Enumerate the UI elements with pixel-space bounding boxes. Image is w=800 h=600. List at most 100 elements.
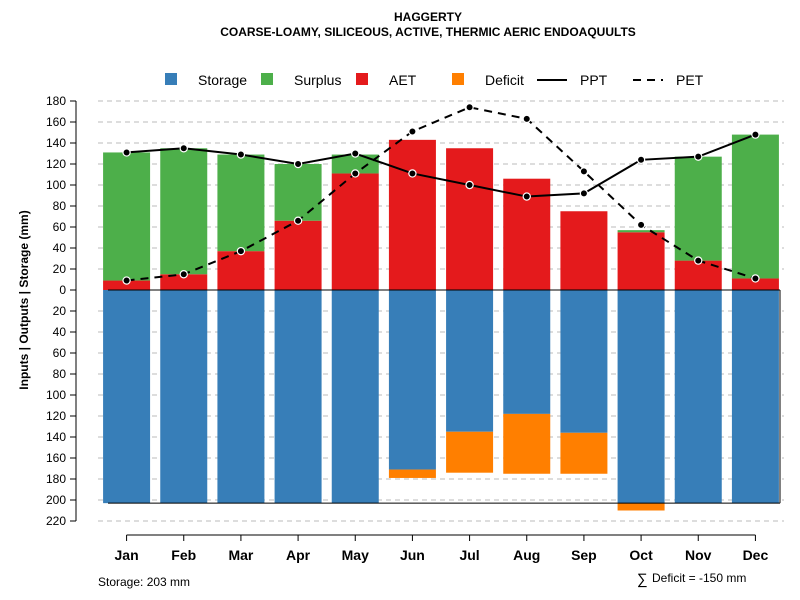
y-tick-label: 20 [53,262,67,276]
legend-swatch [452,73,464,85]
storage-bar [560,290,608,433]
ppt-point [408,169,417,178]
ppt-point [694,152,703,161]
deficit-bar [503,413,551,474]
legend-swatch [261,73,273,85]
surplus-bar [331,154,379,174]
x-tick-label: Sep [571,547,597,563]
y-tick-label: 200 [46,493,66,507]
pet-point [636,220,646,230]
surplus-bar [217,154,265,252]
storage-bar [388,290,436,470]
y-tick-label: 80 [53,367,67,381]
pet-point [579,167,589,176]
pet-point [408,127,417,136]
aet-bar [331,173,379,290]
legend: Storage Surplus AET Deficit PPT PET [165,72,704,88]
legend-swatch [356,73,368,85]
x-tick-label: May [342,547,369,563]
ppt-point [351,149,360,158]
lines [122,103,760,285]
surplus-bar [617,230,665,233]
pet-point [122,276,131,285]
ppt-point [179,144,188,153]
surplus-bar [103,152,151,281]
ppt-point [465,180,474,190]
surplus-bar [731,134,779,279]
x-axis: Jan Feb Mar Apr May Jun Jul Aug Sep Oct Nov Dec [115,534,768,563]
y-tick-label: 120 [46,157,66,171]
storage-bar [103,290,151,504]
y-tick-label: 60 [53,346,67,360]
surplus-bar [160,148,208,275]
ppt-point [579,189,589,198]
x-tick-label: Apr [286,547,311,563]
pet-point [351,169,360,178]
y-axis-label: Inputs | Outputs | Storage (mm) [17,210,31,389]
y-tick-label: 160 [46,451,66,465]
pet-point [694,256,703,265]
storage-footnote: Storage: 203 mm [98,575,190,589]
pet-point [179,270,188,279]
ppt-point [236,150,246,159]
sum-symbol: ∑ [637,571,648,588]
aet-bar [617,232,665,290]
deficit-bar [617,503,665,511]
legend-label: Deficit [485,72,524,88]
y-tick-label: 60 [53,220,67,234]
legend-label: Storage [198,72,247,88]
pet-point [236,246,246,256]
y-tick-label: 140 [46,430,66,444]
pet-point [293,216,303,225]
aet-bar [160,274,208,290]
x-tick-label: Jun [400,547,425,563]
y-tick-label: 180 [46,472,66,486]
legend-label: AET [389,72,417,88]
storage-bar [217,290,265,504]
x-tick-label: Nov [685,547,712,563]
aet-bar [446,148,494,290]
legend-swatch [165,73,177,85]
aet-bar [103,280,151,290]
chart-title: HAGGERTY [394,10,462,24]
ppt-point [522,192,531,201]
y-tick-label: 20 [53,304,67,318]
ppt-point [751,130,760,139]
x-tick-label: Jan [115,547,139,563]
y-tick-label: 100 [46,178,66,192]
y-tick-label: 0 [59,283,66,297]
legend-label: PET [676,72,704,88]
y-tick-label: 80 [53,199,67,213]
chart-subtitle: COARSE-LOAMY, SILICEOUS, ACTIVE, THERMIC… [220,25,636,39]
deficit-bar [388,469,436,478]
aet-bar [388,139,436,290]
y-tick-label: 120 [46,409,66,423]
y-tick-label: 180 [46,94,66,108]
y-tick-label: 40 [53,241,67,255]
ppt-point [636,155,646,164]
x-tick-label: Mar [228,547,253,563]
deficit-bar [560,432,608,474]
pet-point [465,103,474,112]
aet-bar [731,278,779,290]
pet-line [126,106,756,282]
pet-point [522,114,531,124]
x-tick-label: Jul [459,547,479,563]
aet-bar [560,211,608,290]
ppt-point [122,148,131,157]
y-tick-label: 100 [46,388,66,402]
y-axis: 1801601401201008060402002040608010012014… [46,94,77,528]
x-tick-label: Oct [629,547,653,563]
storage-bar [446,290,494,432]
y-tick-label: 40 [53,325,67,339]
y-tick-label: 220 [46,514,66,528]
storage-bar [674,290,722,504]
x-tick-label: Feb [171,547,196,563]
storage-bar [617,290,665,504]
x-tick-label: Aug [513,547,540,563]
storage-bar [274,290,322,504]
aet-bar [274,220,322,290]
pet-point [751,274,760,283]
storage-bar [331,290,379,504]
storage-bar [731,290,779,504]
